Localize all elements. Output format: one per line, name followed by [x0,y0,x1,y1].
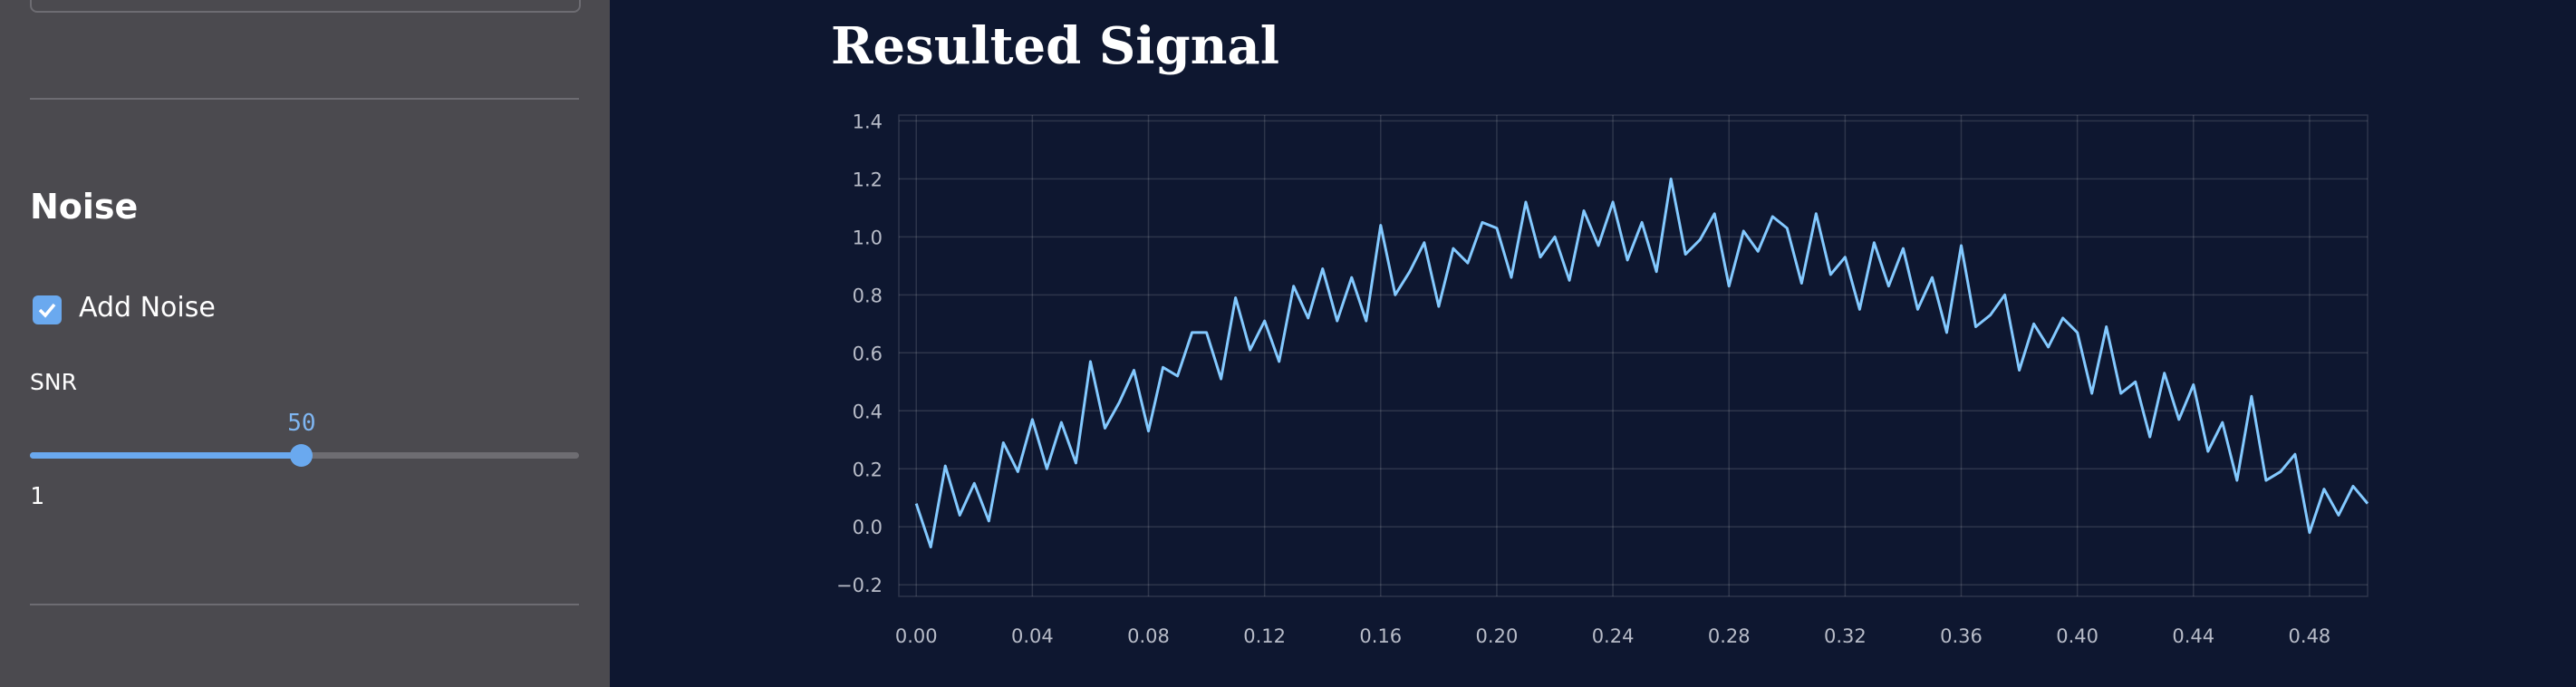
slider-min: 1 [30,483,44,510]
y-tick-label: 1.4 [853,111,883,132]
y-tick-label: 1.0 [853,227,883,248]
y-tick-label: 0.8 [853,285,883,306]
checkbox-label[interactable]: Add Noise [79,292,216,324]
y-tick-label: −0.2 [836,575,883,596]
x-tick-label: 0.32 [1824,625,1867,647]
x-tick-label: 0.48 [2289,625,2331,647]
x-tick-label: 0.20 [1476,625,1519,647]
section-title: Noise [30,187,139,227]
checkmark [38,303,56,318]
divider [30,604,579,605]
signal-line [914,177,2369,549]
x-tick-label: 0.44 [2172,625,2214,647]
chart-title: Resulted Signal [831,16,1279,76]
checkbox[interactable] [33,295,62,324]
sidebar: Noise Add Noise SNR 50 1 100 [0,0,610,687]
x-tick-label: 0.36 [1940,625,1983,647]
input-box [30,0,581,13]
y-tick-label: 0.4 [853,401,883,422]
slider-value: 50 [287,410,316,437]
x-tick-label: 0.00 [895,625,938,647]
slider-fill [30,452,302,459]
x-tick-label: 0.04 [1011,625,1054,647]
y-tick-label: 0.2 [853,459,883,480]
x-tick-label: 0.24 [1592,625,1635,647]
x-tick-label: 0.28 [1708,625,1751,647]
y-tick-label: 1.2 [853,169,883,190]
y-tick-label: 0.6 [853,343,883,364]
x-tick-label: 0.40 [2056,625,2098,647]
divider [30,98,579,100]
x-tick-label: 0.12 [1243,625,1286,647]
x-tick-label: 0.08 [1127,625,1170,647]
x-tick-label: 0.16 [1359,625,1402,647]
slider-label: SNR [30,369,77,395]
plot-frame [898,114,2369,597]
slider-thumb[interactable] [290,444,314,467]
y-tick-label: 0.0 [853,517,883,538]
